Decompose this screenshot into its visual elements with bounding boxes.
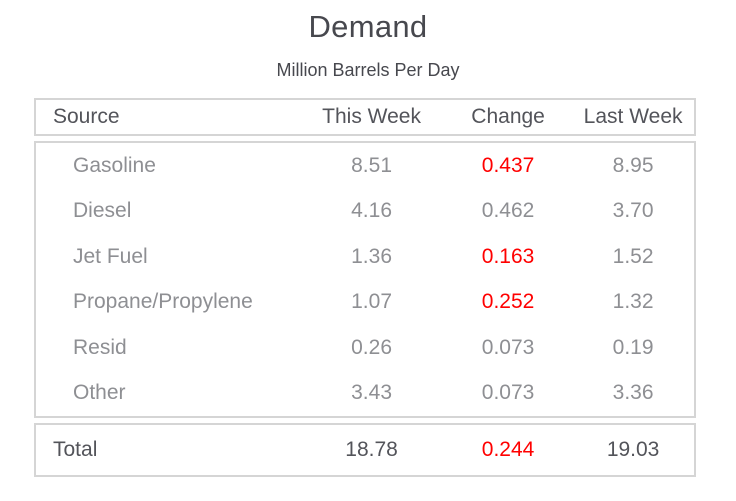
row-last-week-value: 8.95 — [612, 153, 654, 177]
row-last-week-value: 0.19 — [612, 335, 654, 359]
row-change-value: 0.073 — [481, 335, 535, 359]
column-header-source: Source — [53, 105, 120, 128]
row-change-value: 0.073 — [481, 381, 535, 405]
row-change-value: 0.462 — [481, 199, 535, 223]
table-header-section: Source This Week Change Last Week — [34, 98, 696, 136]
row-this-week-value: 1.36 — [351, 244, 392, 268]
table-total-section: Total 18.78 0.244 19.03 — [34, 423, 696, 477]
table-row-total: Total 18.78 0.244 19.03 — [36, 425, 694, 475]
row-this-week-value: 3.43 — [351, 381, 392, 405]
table-row-other: Other 3.43 0.073 3.36 — [36, 371, 694, 417]
column-header-this-week: This Week — [322, 105, 421, 128]
demand-table: Source This Week Change Last Week Gasoli… — [34, 98, 696, 477]
table-row-resid: Resid 0.26 0.073 0.19 — [36, 325, 694, 371]
total-last-week-value: 19.03 — [606, 438, 660, 461]
table-row-propane-propylene: Propane/Propylene 1.07 0.252 1.32 — [36, 280, 694, 326]
row-last-week-value: 1.52 — [612, 244, 654, 268]
column-header-last-week: Last Week — [583, 105, 683, 128]
table-row-jet-fuel: Jet Fuel 1.36 0.163 1.52 — [36, 234, 694, 280]
page-title: Demand — [308, 9, 428, 44]
row-change-value: 0.437 — [481, 153, 535, 177]
header-row: Source This Week Change Last Week — [36, 100, 694, 134]
row-this-week-value: 8.51 — [351, 153, 392, 177]
row-last-week-value: 3.70 — [612, 199, 654, 223]
row-change-value: 0.252 — [481, 290, 535, 314]
total-change-value: 0.244 — [481, 438, 535, 461]
row-this-week-value: 1.07 — [351, 290, 392, 314]
row-source-label: Gasoline — [73, 153, 156, 177]
row-source-label: Propane/Propylene — [73, 290, 253, 314]
table-row-gasoline: Gasoline 8.51 0.437 8.95 — [36, 143, 694, 189]
total-source-label: Total — [53, 438, 98, 461]
row-source-label: Jet Fuel — [73, 244, 148, 268]
row-last-week-value: 3.36 — [612, 381, 654, 405]
row-change-value: 0.163 — [481, 244, 535, 268]
column-header-change: Change — [471, 105, 545, 128]
row-source-label: Resid — [73, 335, 127, 359]
row-this-week-value: 0.26 — [351, 335, 392, 359]
row-source-label: Diesel — [73, 199, 132, 223]
row-source-label: Other — [73, 381, 126, 405]
row-last-week-value: 1.32 — [612, 290, 654, 314]
table-body-section: Gasoline 8.51 0.437 8.95 Diesel 4.16 0.4… — [34, 141, 696, 418]
total-this-week-value: 18.78 — [345, 438, 398, 461]
page-subtitle: Million Barrels Per Day — [276, 60, 460, 80]
table-row-diesel: Diesel 4.16 0.462 3.70 — [36, 189, 694, 235]
row-this-week-value: 4.16 — [351, 199, 392, 223]
